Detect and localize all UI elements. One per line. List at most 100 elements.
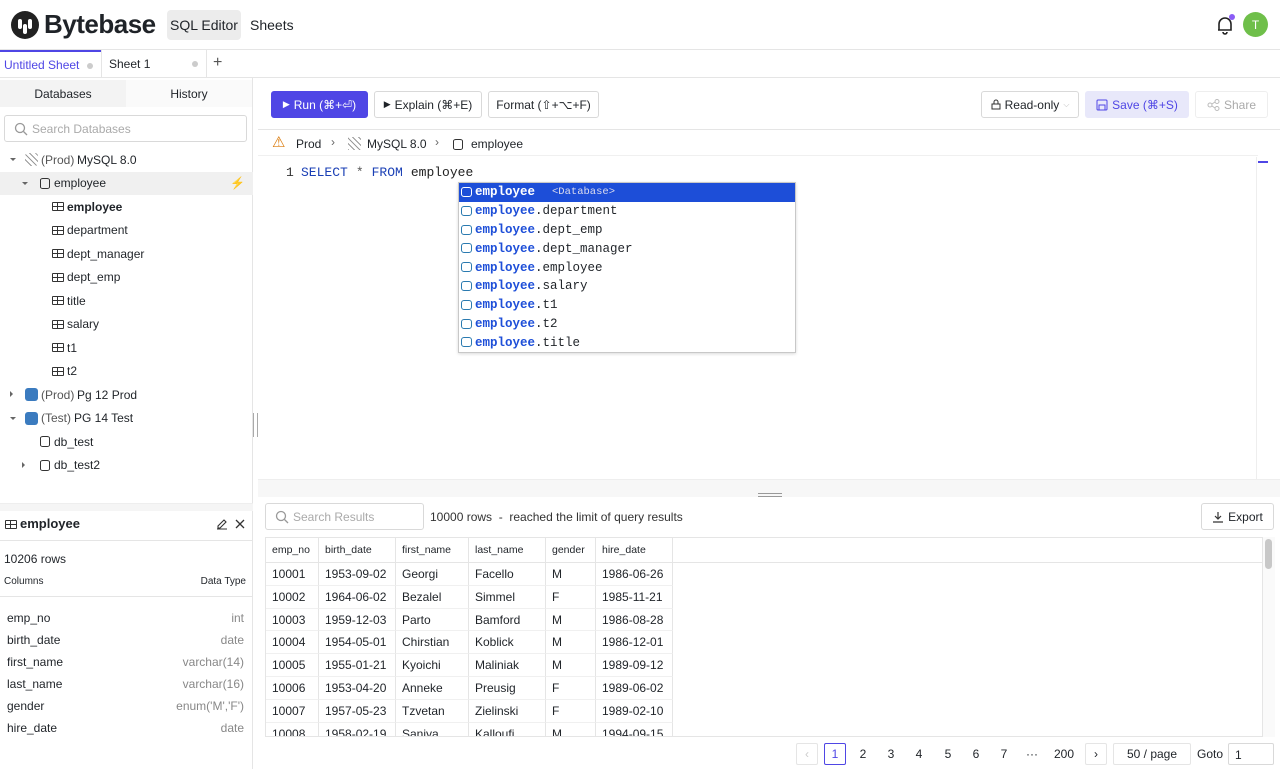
cell: 1986-12-01: [596, 631, 673, 655]
caret[interactable]: [10, 391, 13, 397]
cell: 1953-09-02: [319, 563, 396, 586]
notification-icon[interactable]: [1214, 14, 1236, 36]
suggestion-icon: [461, 281, 472, 291]
search-results[interactable]: Search Results: [265, 503, 424, 530]
page-button[interactable]: 6: [972, 747, 980, 761]
instance-node[interactable]: (Test) PG 14 Test: [0, 407, 253, 431]
database-node[interactable]: employee ⚡: [0, 171, 253, 195]
export-button[interactable]: Export: [1201, 503, 1274, 530]
table-name: salary: [67, 317, 100, 332]
next-page[interactable]: ›: [1085, 743, 1107, 765]
suggestion[interactable]: employee .title: [459, 333, 795, 352]
suggestion-icon: [461, 187, 472, 197]
breadcrumb-item[interactable]: Prod: [296, 137, 322, 151]
vertical-resize-handle[interactable]: [253, 413, 258, 437]
table-name: dept_manager: [67, 246, 145, 261]
nav-sql-editor[interactable]: SQL Editor: [167, 10, 241, 40]
suggestion-icon: [461, 205, 472, 216]
code-token: SELECT: [301, 165, 348, 180]
suggestion[interactable]: employee .salary: [459, 277, 795, 296]
column-header[interactable]: first_name: [396, 538, 469, 563]
table-icon: [52, 272, 64, 282]
share-button[interactable]: Share: [1195, 91, 1268, 118]
table-node[interactable]: title: [0, 289, 253, 313]
table-node[interactable]: dept_manager: [0, 242, 253, 266]
add-tab[interactable]: +: [213, 54, 223, 71]
caret[interactable]: [22, 181, 28, 185]
table-node[interactable]: employee: [0, 195, 253, 219]
suggestion[interactable]: employee .t2: [459, 315, 795, 334]
instance-icon: [25, 411, 38, 425]
instance-node[interactable]: (Prod) MySQL 8.0: [0, 148, 253, 172]
suggestion[interactable]: employee .employee: [459, 258, 795, 277]
page-size[interactable]: 50 / page: [1113, 743, 1191, 765]
avatar[interactable]: T: [1243, 12, 1268, 37]
close-icon[interactable]: [235, 519, 245, 529]
page-button[interactable]: 3: [887, 747, 895, 761]
breadcrumb-item[interactable]: MySQL 8.0: [367, 137, 427, 151]
instance-icon: [348, 137, 361, 150]
column-header[interactable]: gender: [546, 538, 596, 563]
explain-button[interactable]: ▶ Explain (⌘+E): [374, 91, 482, 118]
edit-icon[interactable]: [216, 518, 228, 530]
column-header[interactable]: birth_date: [319, 538, 396, 563]
run-button[interactable]: ▶ Run (⌘+⏎): [271, 91, 368, 118]
column-header[interactable]: last_name: [469, 538, 546, 563]
page-button[interactable]: 1: [824, 743, 846, 765]
page-button[interactable]: 200: [1053, 747, 1075, 761]
instance-node[interactable]: (Prod) Pg 12 Prod: [0, 383, 253, 407]
sidebar-tab[interactable]: History: [126, 80, 252, 107]
resize-handle[interactable]: [0, 503, 253, 511]
page-button[interactable]: 2: [859, 747, 867, 761]
resize-bar[interactable]: [258, 479, 1280, 497]
table-node[interactable]: salary: [0, 313, 253, 337]
table-icon: [52, 296, 64, 305]
columns-heading: Columns: [4, 576, 44, 587]
save-button[interactable]: Save (⌘+S): [1085, 91, 1189, 118]
column-type: enum('M','F'): [176, 699, 244, 713]
caret[interactable]: [22, 461, 25, 468]
column-type: date: [220, 633, 244, 647]
column-type: date: [220, 721, 244, 735]
page-button[interactable]: 7: [1000, 747, 1008, 761]
caret[interactable]: [10, 158, 16, 161]
instance-icon: [25, 388, 38, 401]
table-node[interactable]: dept_emp: [0, 266, 253, 290]
table-node[interactable]: t1: [0, 336, 253, 360]
cell: 1994-09-15: [596, 722, 673, 736]
suggestion[interactable]: employee .t1: [459, 296, 795, 315]
database-node[interactable]: db_test2: [0, 454, 253, 478]
table-node[interactable]: department: [0, 219, 253, 243]
sidebar-tab[interactable]: Databases: [0, 80, 126, 107]
mode-select[interactable]: Read-only ⌵: [981, 91, 1079, 118]
cell: 10002: [266, 585, 319, 609]
caret[interactable]: [10, 416, 16, 420]
cell: Georgi: [396, 563, 469, 586]
database-node[interactable]: db_test: [0, 430, 253, 454]
sheet-tab[interactable]: Sheet 1: [101, 50, 207, 78]
search-databases[interactable]: Search Databases: [4, 115, 247, 142]
format-button[interactable]: Format (⇧+⌥+F): [488, 91, 599, 118]
environment: (Prod): [41, 152, 75, 167]
suggestion[interactable]: employee .dept_manager: [459, 239, 795, 258]
connect-icon[interactable]: ⚡: [230, 175, 245, 190]
breadcrumb-item[interactable]: employee: [471, 137, 524, 151]
goto-input[interactable]: 1: [1228, 743, 1274, 765]
suggestion[interactable]: employee .dept_emp: [459, 221, 795, 240]
table-node[interactable]: t2: [0, 360, 253, 384]
column-header[interactable]: emp_no: [266, 538, 319, 563]
suggestion[interactable]: employee <Database>: [459, 183, 795, 202]
prev-page[interactable]: ‹: [796, 743, 818, 765]
page-button[interactable]: ···: [1026, 747, 1038, 761]
brand: Bytebase: [44, 9, 156, 39]
instance-name: Pg 12 Prod: [77, 387, 138, 402]
sheet-tab[interactable]: Untitled Sheet: [0, 50, 101, 78]
page-button[interactable]: 4: [915, 747, 923, 761]
suggestion[interactable]: employee .department: [459, 202, 795, 221]
cell: 10003: [266, 608, 319, 632]
database-icon: [40, 436, 50, 447]
nav-sheets[interactable]: Sheets: [250, 17, 294, 33]
page-button[interactable]: 5: [944, 747, 952, 761]
column-header[interactable]: hire_date: [596, 538, 673, 563]
cell: 1954-05-01: [319, 631, 396, 655]
